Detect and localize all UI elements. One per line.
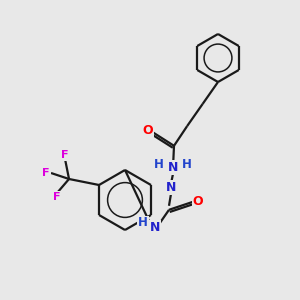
Text: N: N <box>166 181 176 194</box>
Text: O: O <box>193 195 203 208</box>
Text: F: F <box>61 150 69 160</box>
Text: H: H <box>154 158 164 171</box>
Text: F: F <box>53 192 61 202</box>
Text: H: H <box>182 158 192 171</box>
Text: N: N <box>168 161 178 174</box>
Text: F: F <box>42 168 50 178</box>
Text: O: O <box>143 124 153 137</box>
Text: H: H <box>138 216 148 229</box>
Text: N: N <box>150 221 160 234</box>
